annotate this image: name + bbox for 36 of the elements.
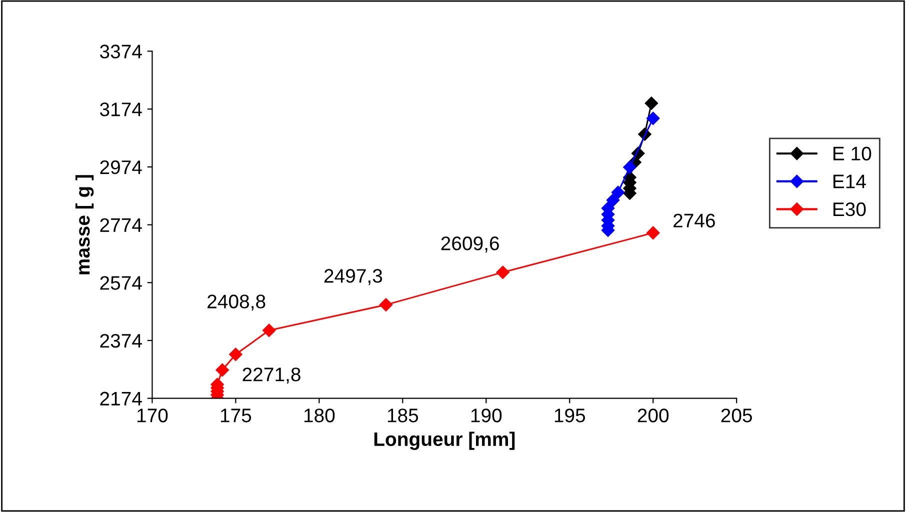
y-tick-label: 2574 — [100, 276, 142, 290]
x-tick-label: 190 — [471, 408, 502, 422]
annotation: 2609,6 — [441, 236, 499, 253]
y-tick-label: 2974 — [100, 160, 142, 174]
y-tick-label: 2374 — [100, 334, 142, 348]
y-tick-label: 2174 — [100, 392, 142, 406]
x-axis-title: Longueur [mm] — [374, 432, 515, 450]
x-tick-label: 195 — [554, 408, 586, 422]
point — [611, 186, 625, 199]
point — [644, 96, 658, 110]
point — [216, 363, 229, 377]
x-tick-label: 170 — [137, 408, 168, 422]
point — [262, 324, 276, 337]
legend-label: E14 — [833, 174, 866, 188]
y-tick-label: 3374 — [100, 44, 142, 58]
point — [496, 266, 510, 279]
point — [606, 194, 620, 207]
annotation: 2271,8 — [242, 368, 300, 384]
point — [646, 112, 660, 125]
x-tick-label: 180 — [304, 408, 335, 422]
legend-label: E30 — [833, 202, 866, 216]
point — [646, 226, 660, 240]
annotation: 2408,8 — [208, 294, 266, 311]
point — [379, 298, 393, 312]
point — [229, 348, 242, 361]
y-tick-label: 2774 — [100, 218, 142, 232]
x-tick-label: 175 — [220, 408, 252, 422]
x-tick-label: 205 — [721, 408, 752, 422]
x-tick-label: 200 — [638, 408, 669, 422]
legend-label: E 10 — [833, 146, 872, 160]
y-tick-label: 3174 — [100, 102, 142, 116]
annotation: 2746 — [674, 214, 715, 228]
y-axis-title: masse [ g ] — [75, 175, 94, 274]
annotation: 2497,3 — [324, 269, 382, 286]
x-tick-label: 185 — [388, 408, 418, 422]
point — [623, 160, 636, 174]
